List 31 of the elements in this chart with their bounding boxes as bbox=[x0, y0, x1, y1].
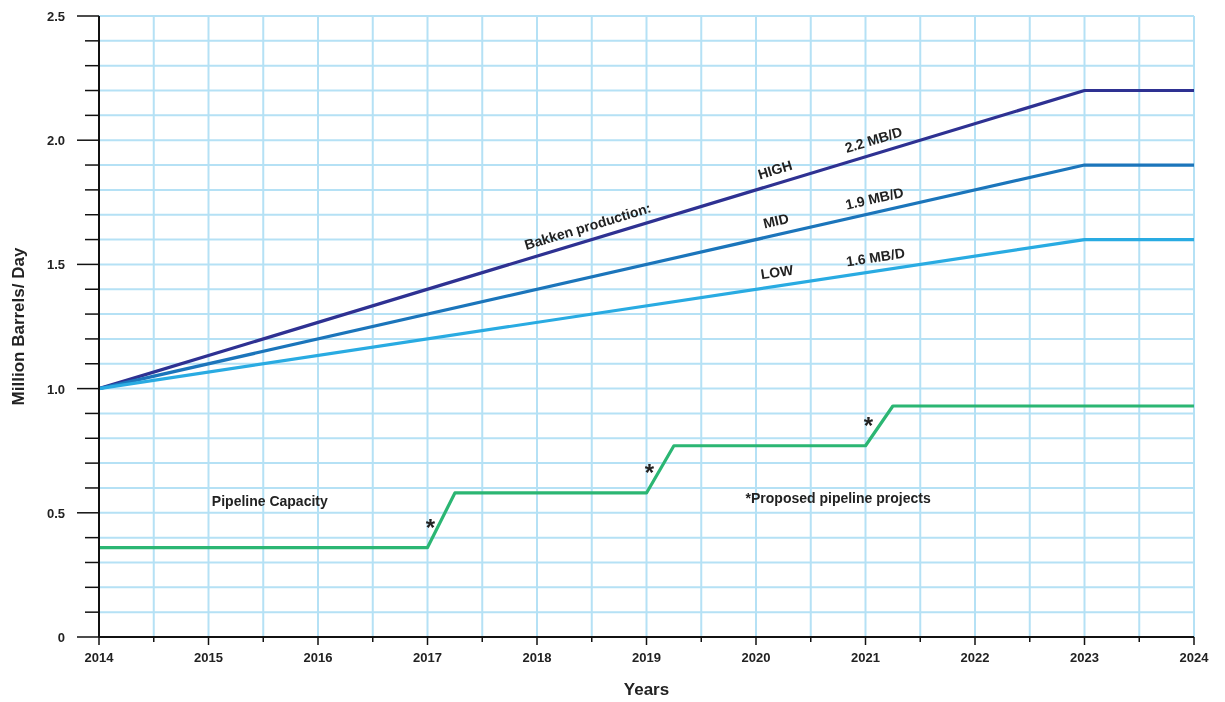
y-tick-label: 0.5 bbox=[46, 505, 65, 521]
annotation: 1.6 MB/D bbox=[845, 244, 906, 270]
x-tick-label: 2017 bbox=[413, 650, 442, 665]
annotation: * bbox=[644, 458, 655, 486]
x-tick-label: 2021 bbox=[851, 650, 880, 665]
annotation: 2.2 MB/D bbox=[842, 123, 905, 156]
x-tick-label: 2019 bbox=[632, 650, 661, 665]
text: LOW bbox=[759, 261, 796, 283]
annotation: * bbox=[425, 513, 436, 541]
x-tick-label: 2014 bbox=[84, 650, 115, 665]
line-series bbox=[97, 404, 1196, 550]
x-tick-label: 2024 bbox=[1179, 650, 1210, 665]
x-tick-label: 2018 bbox=[522, 650, 552, 665]
x-tick-label: 2020 bbox=[741, 650, 771, 665]
x-tick-label: 2016 bbox=[303, 650, 333, 665]
y-tick-label: 1.5 bbox=[46, 257, 65, 273]
y-tick-label: 2.5 bbox=[46, 9, 65, 24]
text: HIGH bbox=[755, 156, 795, 183]
x-tick-label: 2023 bbox=[1070, 650, 1099, 665]
x-tick-label: 2022 bbox=[960, 650, 990, 665]
y-tick-label: 2.0 bbox=[46, 133, 65, 149]
text: MID bbox=[761, 210, 791, 232]
y-tick-label: 0 bbox=[57, 630, 65, 645]
text: Pipeline Capacity bbox=[211, 492, 328, 509]
x-axis-title: Years bbox=[623, 680, 670, 699]
annotation: 1.9 MB/D bbox=[843, 183, 906, 213]
annotation: * bbox=[863, 411, 874, 439]
x-tick-label: 2015 bbox=[194, 650, 223, 665]
y-axis-title: Million Barrels/ Day bbox=[9, 247, 28, 406]
annotation: *Proposed pipeline projects bbox=[745, 490, 931, 507]
y-tick-label: 1.0 bbox=[46, 381, 65, 397]
